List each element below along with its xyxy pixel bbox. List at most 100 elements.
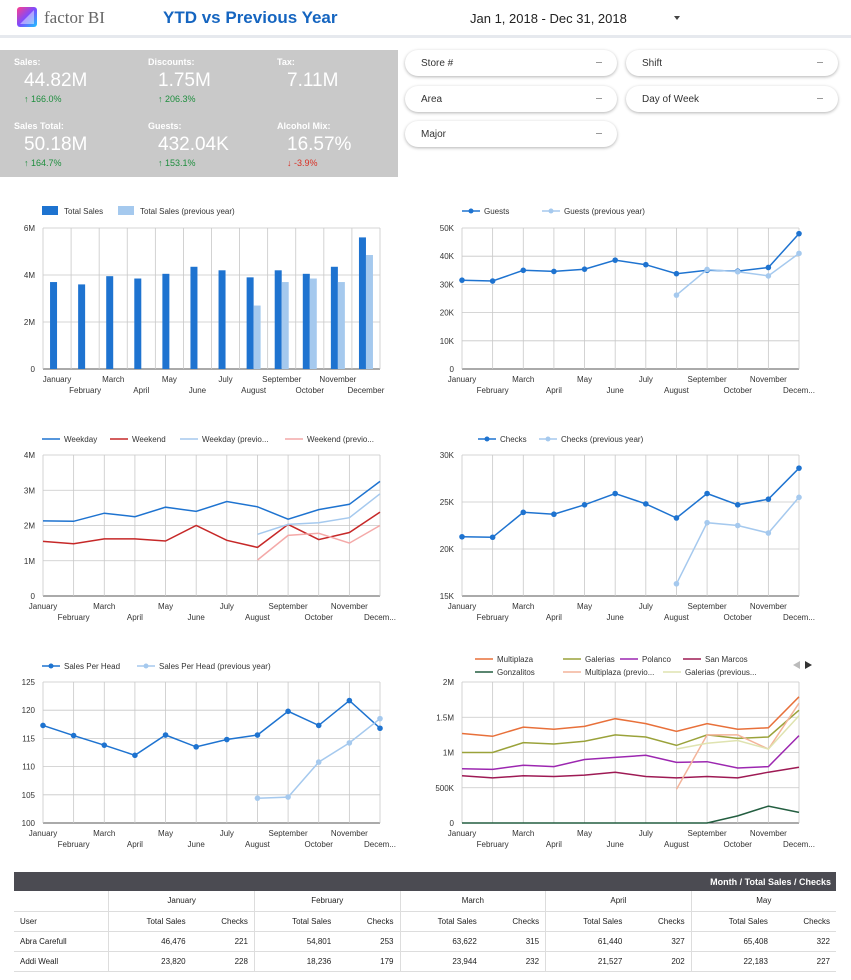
major-filter[interactable]: Major xyxy=(405,121,617,147)
legend-label: Checks xyxy=(500,435,527,444)
y-tick-label: 10K xyxy=(440,337,455,346)
x-tick-label: April xyxy=(546,386,562,395)
y-tick-label: 110 xyxy=(22,763,35,772)
x-tick-label: February xyxy=(58,613,90,622)
legend-swatch xyxy=(42,206,58,215)
y-tick-label: 25K xyxy=(440,498,455,507)
x-tick-label: March xyxy=(102,375,124,384)
chevron-down-icon[interactable] xyxy=(674,16,680,20)
data-point xyxy=(193,744,199,750)
y-tick-label: 115 xyxy=(22,734,35,743)
data-point xyxy=(765,273,772,279)
x-tick-label: January xyxy=(29,602,57,611)
y-tick-label: 0 xyxy=(450,819,455,828)
data-point xyxy=(346,697,353,704)
total-sales-column-header: Total Sales xyxy=(690,911,774,932)
value-cell: 315 xyxy=(482,931,546,952)
kpi-sales-total-delta: ↑ 164.7% xyxy=(24,158,62,168)
y-tick-label: 2M xyxy=(24,318,35,327)
data-point xyxy=(673,515,680,521)
data-point xyxy=(673,580,680,587)
value-cell: 322 xyxy=(773,931,836,952)
series-line xyxy=(461,735,800,771)
data-point xyxy=(520,509,527,516)
legend-prev-icon xyxy=(793,661,800,669)
x-tick-label: October xyxy=(304,840,333,849)
shift-filter-label: Shift xyxy=(642,58,663,69)
day-of-week-filter[interactable]: Day of Week xyxy=(626,86,838,112)
kpi-sales-delta: ↑ 166.0% xyxy=(24,94,62,104)
table-row[interactable]: Addi Weall 23,820 228 18,236 179 23,944 232 21,… xyxy=(14,951,836,972)
series-line xyxy=(462,709,800,754)
data-point xyxy=(643,261,649,268)
value-cell: 228 xyxy=(191,951,255,972)
x-tick-label: November xyxy=(750,602,787,611)
app-header: factor BI YTD vs Previous Year Jan 1, 20… xyxy=(0,0,851,38)
x-tick-label: November xyxy=(750,375,787,384)
y-tick-label: 100 xyxy=(22,819,36,828)
x-tick-label: October xyxy=(304,613,333,622)
month-header: February xyxy=(253,891,401,912)
bar-total-sales xyxy=(50,282,58,369)
x-tick-label: July xyxy=(220,829,234,838)
x-tick-label: February xyxy=(477,613,509,622)
data-point xyxy=(377,725,383,732)
legend-label: Weekend (previo... xyxy=(307,435,374,444)
x-tick-label: January xyxy=(43,375,71,384)
kpi-alcohol-mix-delta: ↓ -3.9% xyxy=(287,158,318,168)
data-point xyxy=(315,759,322,765)
kpi-discounts-label: Discounts: xyxy=(148,57,195,67)
bar-total-sales-previous-year xyxy=(253,305,261,369)
date-range-picker[interactable]: Jan 1, 2018 - Dec 31, 2018 xyxy=(470,11,627,26)
kpi-tax-value: 7.11M xyxy=(287,70,339,91)
bar-total-sales xyxy=(330,266,338,369)
y-tick-label: 3M xyxy=(24,486,35,495)
kpi-discounts-value: 1.75M xyxy=(158,70,211,91)
shift-filter[interactable]: Shift xyxy=(626,50,838,76)
bar-total-sales xyxy=(358,237,366,369)
data-point xyxy=(643,501,649,507)
x-tick-label: April xyxy=(546,613,562,622)
x-tick-label: January xyxy=(448,829,476,838)
x-tick-label: April xyxy=(133,386,149,395)
data-point xyxy=(612,490,618,497)
x-tick-label: August xyxy=(664,386,690,395)
value-cell: 253 xyxy=(337,931,401,952)
checks-column-header: Checks xyxy=(773,911,836,932)
legend-marker xyxy=(468,208,474,214)
legend-marker xyxy=(484,436,490,442)
x-tick-label: June xyxy=(607,386,625,395)
kpi-panel: Sales: 44.82M ↑ 166.0% Discounts: 1.75M ↑ 206… xyxy=(0,50,398,177)
data-point xyxy=(796,230,802,237)
x-tick-label: April xyxy=(127,840,143,849)
header-spacer xyxy=(14,891,109,912)
bar-total-sales xyxy=(274,270,282,369)
data-point xyxy=(765,530,772,536)
x-tick-label: July xyxy=(220,602,234,611)
area-filter[interactable]: Area xyxy=(405,86,617,112)
value-cell: 54,801 xyxy=(253,931,338,952)
kpi-guests-delta: ↑ 153.1% xyxy=(158,158,196,168)
legend-label: Gonzalitos xyxy=(497,668,535,677)
y-tick-label: 2M xyxy=(24,522,35,531)
data-point xyxy=(704,519,710,526)
series-line xyxy=(462,805,800,824)
table-row[interactable]: Abra Carefull 46,476 221 54,801 253 63,622 315… xyxy=(14,931,836,952)
bar-total-sales xyxy=(190,266,198,369)
x-tick-label: January xyxy=(29,829,57,838)
data-point xyxy=(285,708,291,715)
series-line xyxy=(461,696,800,738)
month-header-row: January February March April May xyxy=(14,891,836,912)
store-filter[interactable]: Store # xyxy=(405,50,617,76)
data-point xyxy=(673,270,680,277)
bar-total-sales xyxy=(134,278,142,369)
kpi-discounts-delta: ↑ 206.3% xyxy=(158,94,196,104)
series-line xyxy=(461,233,800,282)
x-tick-label: September xyxy=(262,375,301,384)
bar-total-sales-previous-year xyxy=(309,278,317,369)
series-line xyxy=(461,766,800,779)
x-tick-label: May xyxy=(162,375,177,384)
data-point xyxy=(70,732,77,739)
